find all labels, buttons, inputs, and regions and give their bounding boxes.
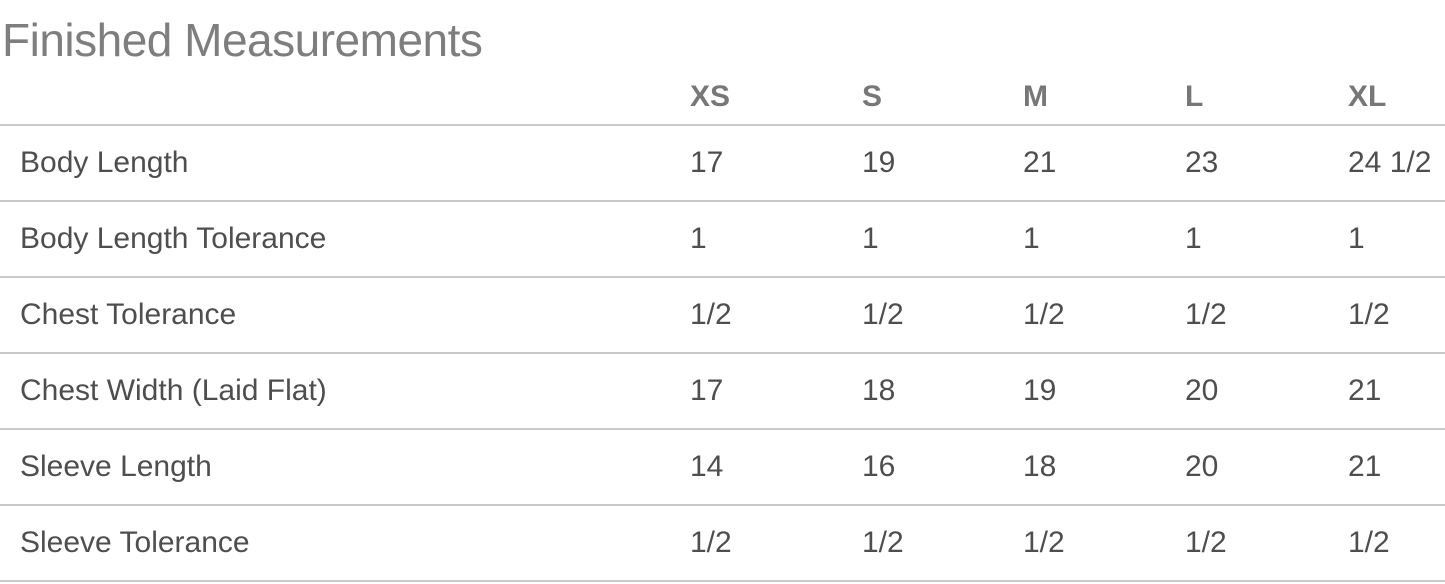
measurement-value: 17	[690, 353, 862, 430]
table-row: Body Length Tolerance 1 1 1 1 1	[0, 201, 1445, 278]
measurement-value: 1/2	[690, 277, 862, 354]
measurement-value: 19	[862, 125, 1023, 202]
measurement-value: 1/2	[862, 505, 1023, 582]
measurement-value: 1	[1023, 201, 1185, 278]
table-row: Body Length 17 19 21 23 24 1/2	[0, 125, 1445, 202]
column-header-m: M	[1023, 69, 1185, 126]
measurement-value: 1	[862, 201, 1023, 278]
measurement-value: 1/2	[1023, 277, 1185, 354]
table-row: Sleeve Tolerance 1/2 1/2 1/2 1/2 1/2	[0, 505, 1445, 582]
measurement-value: 24 1/2	[1348, 125, 1445, 202]
measurement-value: 1/2	[1185, 505, 1348, 582]
measurement-value: 1/2	[1348, 277, 1445, 354]
page-title: Finished Measurements	[2, 14, 483, 66]
measurement-value: 16	[862, 429, 1023, 506]
table-row: Sleeve Length 14 16 18 20 21	[0, 429, 1445, 506]
measurement-value: 1/2	[690, 505, 862, 582]
column-header-xs: XS	[690, 69, 862, 126]
row-label: Chest Width (Laid Flat)	[0, 353, 690, 430]
row-label: Sleeve Length	[0, 429, 690, 506]
measurement-value: 1	[1185, 201, 1348, 278]
measurement-value: 1/2	[1185, 277, 1348, 354]
measurement-value: 18	[1023, 429, 1185, 506]
measurement-value: 1	[690, 201, 862, 278]
measurement-value: 19	[1023, 353, 1185, 430]
row-label: Chest Tolerance	[0, 277, 690, 354]
table-header-row: XS S M L XL	[0, 69, 1445, 126]
measurement-value: 17	[690, 125, 862, 202]
column-header-l: L	[1185, 69, 1348, 126]
table-row: Chest Tolerance 1/2 1/2 1/2 1/2 1/2	[0, 277, 1445, 354]
measurement-value: 21	[1023, 125, 1185, 202]
measurement-value: 1/2	[1348, 505, 1445, 582]
column-header-xl: XL	[1348, 69, 1445, 126]
row-label: Body Length	[0, 125, 690, 202]
finished-measurements-table: XS S M L XL Body Length 17 19 21 23 24 1…	[0, 69, 1445, 582]
measurement-value: 21	[1348, 429, 1445, 506]
measurement-value: 18	[862, 353, 1023, 430]
measurement-value: 14	[690, 429, 862, 506]
measurement-value: 23	[1185, 125, 1348, 202]
measurement-value: 20	[1185, 429, 1348, 506]
row-label: Body Length Tolerance	[0, 201, 690, 278]
column-header-blank	[0, 69, 690, 126]
column-header-s: S	[862, 69, 1023, 126]
measurement-value: 1/2	[1023, 505, 1185, 582]
measurement-value: 21	[1348, 353, 1445, 430]
table-row: Chest Width (Laid Flat) 17 18 19 20 21	[0, 353, 1445, 430]
row-label: Sleeve Tolerance	[0, 505, 690, 582]
measurement-value: 1	[1348, 201, 1445, 278]
measurement-value: 20	[1185, 353, 1348, 430]
measurement-value: 1/2	[862, 277, 1023, 354]
